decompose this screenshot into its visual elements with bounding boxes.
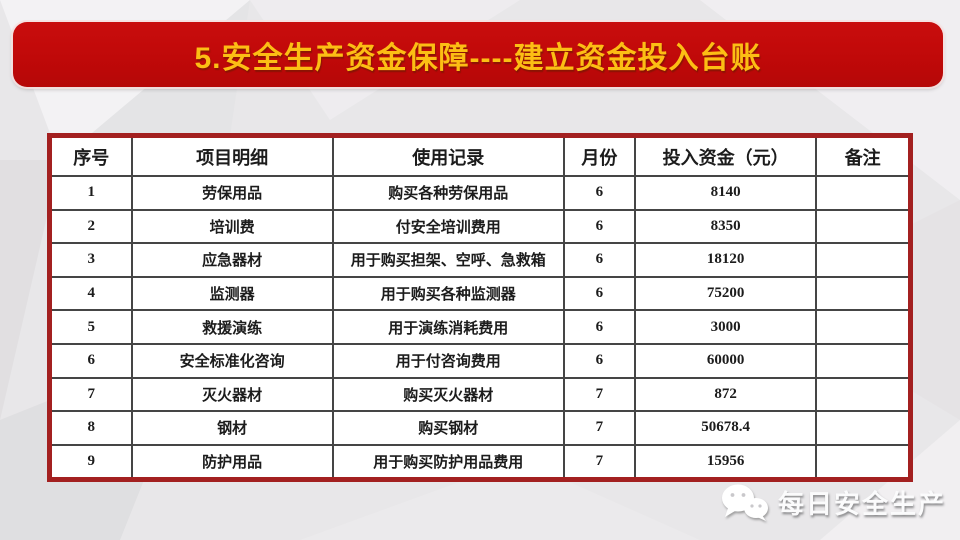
cell-usage: 购买灭火器材 (331, 376, 565, 413)
table-row: 9 防护用品 用于购买防护用品费用 7 15956 (52, 443, 908, 477)
cell-item: 救援演练 (130, 309, 334, 345)
cell-item: 应急器材 (130, 242, 334, 278)
wechat-icon (721, 484, 768, 521)
header-seq: 序号 (52, 138, 133, 177)
cell-month: 7 (562, 410, 636, 446)
watermark-label: 每日安全生产 (777, 488, 946, 519)
cell-remark (815, 443, 908, 477)
cell-remark (815, 309, 908, 345)
cell-remark (815, 208, 908, 245)
cell-item: 防护用品 (130, 443, 334, 477)
slide-title: 5.安全生产资金保障----建立资金投入台账 (194, 41, 762, 75)
table-row: 8 钢材 购买钢材 7 50678.4 (52, 410, 908, 446)
cell-seq: 1 (52, 175, 133, 211)
header-amount: 投入资金（元） (633, 138, 818, 177)
watermark: 每日安全生产 (718, 482, 946, 522)
cell-month: 6 (562, 208, 636, 245)
cell-remark (815, 342, 908, 379)
table-row: 6 安全标准化咨询 用于付咨询费用 6 60000 (52, 342, 908, 379)
cell-seq: 2 (52, 208, 133, 245)
cell-remark (815, 410, 908, 446)
cell-seq: 7 (52, 376, 133, 413)
cell-month: 6 (562, 275, 636, 312)
cell-month: 7 (562, 376, 636, 413)
cell-month: 7 (562, 443, 636, 477)
cell-remark (815, 275, 908, 312)
cell-seq: 5 (52, 309, 133, 345)
cell-amount: 60000 (633, 342, 818, 379)
cell-amount: 872 (633, 376, 818, 413)
cell-month: 6 (562, 309, 636, 345)
table-row: 4 监测器 用于购买各种监测器 6 75200 (52, 275, 908, 312)
cell-item: 灭火器材 (130, 376, 334, 413)
cell-amount: 75200 (633, 275, 818, 312)
cell-item: 监测器 (130, 275, 334, 312)
cell-amount: 15956 (633, 443, 818, 477)
cell-remark (815, 242, 908, 278)
table-row: 5 救援演练 用于演练消耗费用 6 3000 (52, 309, 908, 345)
cell-month: 6 (562, 175, 636, 211)
cell-usage: 用于购买各种监测器 (331, 275, 565, 312)
cell-amount: 3000 (633, 309, 818, 345)
cell-seq: 4 (52, 275, 133, 312)
cell-seq: 8 (52, 410, 133, 446)
cell-usage: 购买钢材 (331, 410, 565, 446)
cell-usage: 购买各种劳保用品 (331, 175, 565, 211)
cell-remark (815, 175, 908, 211)
cell-usage: 用于购买防护用品费用 (331, 443, 565, 477)
cell-usage: 用于付咨询费用 (331, 342, 565, 379)
cell-amount: 50678.4 (633, 410, 818, 446)
cell-seq: 6 (52, 342, 133, 379)
cell-month: 6 (562, 342, 636, 379)
fund-ledger-table: 序号 项目明细 使用记录 月份 投入资金（元） 备注 1 劳保用品 购买各种劳保… (47, 133, 913, 482)
table-row: 3 应急器材 用于购买担架、空呼、急救箱 6 18120 (52, 242, 908, 278)
header-item: 项目明细 (130, 138, 334, 177)
cell-item: 劳保用品 (130, 175, 334, 211)
cell-remark (815, 376, 908, 413)
cell-seq: 3 (52, 242, 133, 278)
table-row: 7 灭火器材 购买灭火器材 7 872 (52, 376, 908, 413)
table-row: 2 培训费 付安全培训费用 6 8350 (52, 208, 908, 245)
cell-amount: 18120 (633, 242, 818, 278)
header-remark: 备注 (815, 138, 908, 177)
cell-amount: 8350 (633, 208, 818, 245)
cell-amount: 8140 (633, 175, 818, 211)
header-month: 月份 (562, 138, 636, 177)
cell-item: 培训费 (130, 208, 334, 245)
cell-usage: 付安全培训费用 (331, 208, 565, 245)
header-usage: 使用记录 (331, 138, 565, 177)
cell-usage: 用于购买担架、空呼、急救箱 (331, 242, 565, 278)
table-row: 1 劳保用品 购买各种劳保用品 6 8140 (52, 175, 908, 211)
table-header-row: 序号 项目明细 使用记录 月份 投入资金（元） 备注 (52, 138, 908, 177)
cell-seq: 9 (52, 443, 133, 477)
cell-item: 钢材 (130, 410, 334, 446)
cell-item: 安全标准化咨询 (130, 342, 334, 379)
cell-month: 6 (562, 242, 636, 278)
title-banner: 5.安全生产资金保障----建立资金投入台账 (13, 22, 943, 87)
cell-usage: 用于演练消耗费用 (331, 309, 565, 345)
